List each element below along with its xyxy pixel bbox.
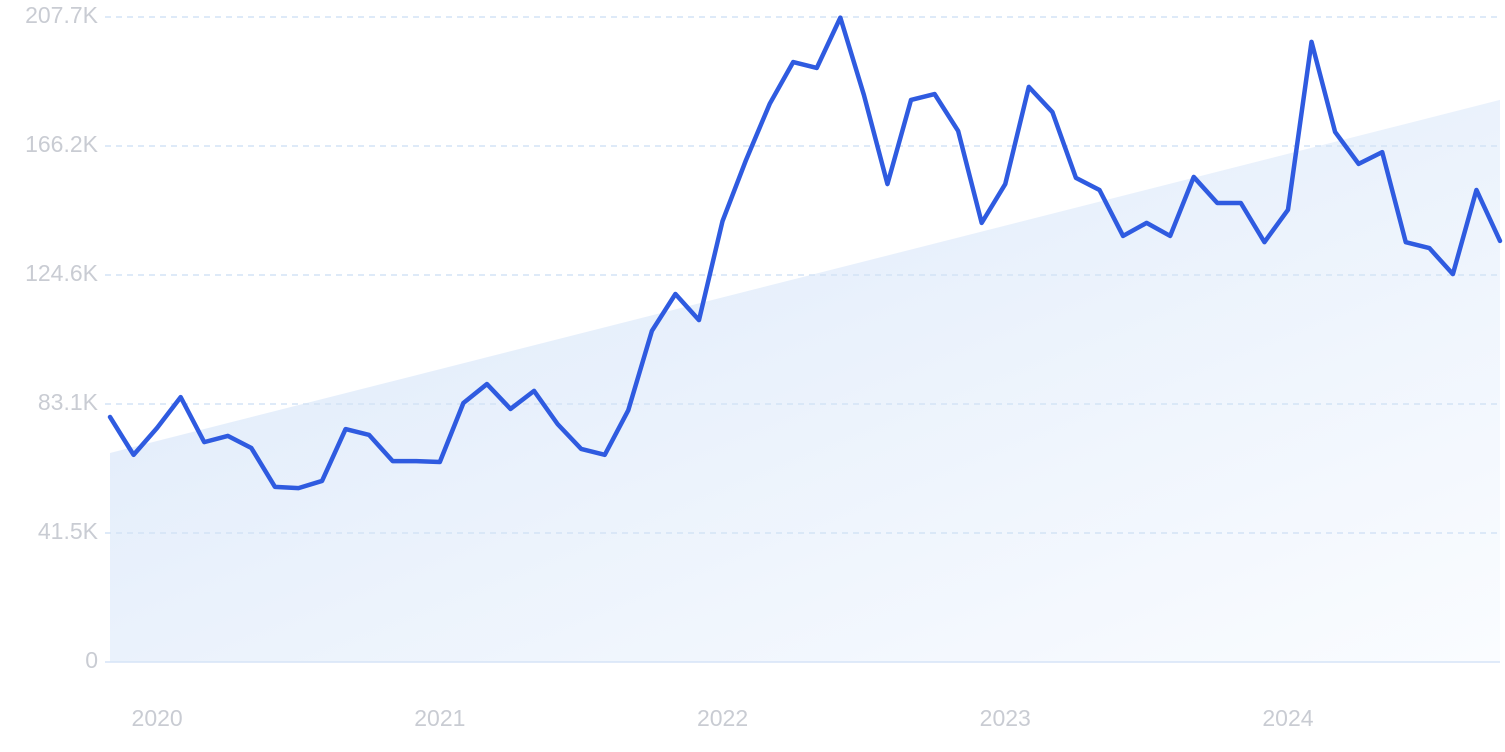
y-tick-label: 0 — [85, 647, 98, 673]
y-tick-label: 41.5K — [38, 518, 99, 544]
x-tick-label: 2022 — [697, 705, 748, 731]
x-tick-label: 2024 — [1262, 705, 1313, 731]
y-tick-label: 83.1K — [38, 389, 99, 415]
x-tick-label: 2021 — [414, 705, 465, 731]
y-tick-label: 124.6K — [25, 260, 99, 286]
y-tick-label: 207.7K — [25, 2, 99, 28]
data-line — [107, 15, 1503, 491]
x-tick-label: 2023 — [980, 705, 1031, 731]
y-tick-label: 166.2K — [25, 131, 99, 157]
trend-area — [110, 99, 1500, 662]
x-tick-label: 2020 — [132, 705, 183, 731]
